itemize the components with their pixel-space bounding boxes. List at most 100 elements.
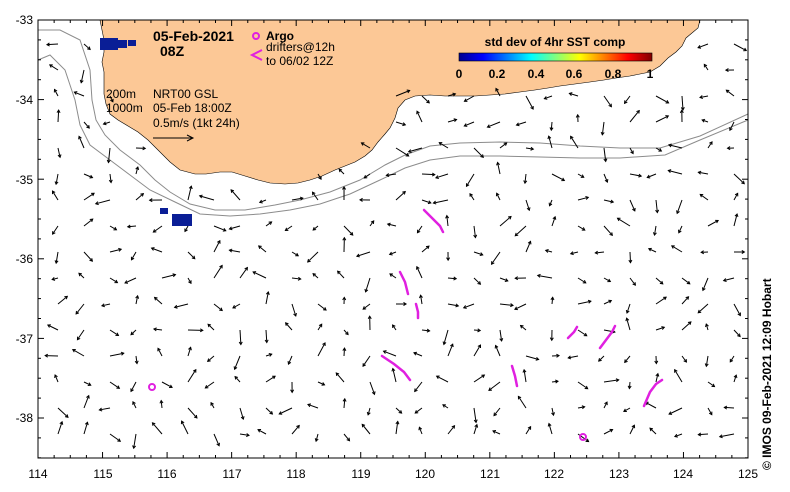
current-arrowhead [530, 146, 535, 151]
current-arrowhead [673, 433, 678, 438]
current-arrow [698, 171, 709, 175]
current-arrow [361, 142, 371, 149]
current-arrow [491, 251, 501, 265]
current-arrow [421, 173, 435, 176]
current-arrow [387, 223, 397, 227]
current-arrow [317, 173, 322, 180]
current-arrow [463, 303, 475, 309]
current-arrowhead [729, 358, 734, 363]
current-arrowhead [594, 250, 599, 255]
current-arrowhead [493, 412, 498, 417]
current-arrowhead [73, 91, 78, 95]
drifter-track [398, 270, 410, 296]
current-arrow [719, 433, 735, 438]
current-arrowhead [184, 228, 188, 233]
current-arrow [285, 322, 293, 331]
current-arrowhead [548, 202, 553, 207]
current-arrowhead [718, 434, 723, 439]
current-arrow [389, 273, 397, 279]
current-arrowhead [583, 332, 588, 337]
current-arrow [83, 43, 91, 50]
current-arrow [416, 266, 423, 279]
current-arrowhead [600, 131, 605, 136]
model-time: 05-Feb 18:00Z [153, 101, 232, 115]
current-arrow [362, 303, 371, 310]
current-arrowhead [683, 358, 688, 363]
current-arrowhead [188, 346, 192, 351]
drifter-track [642, 378, 664, 408]
current-arrow [317, 323, 323, 331]
current-arrow [315, 433, 319, 442]
current-arrowhead [290, 389, 295, 394]
current-arrow [109, 381, 120, 389]
current-arrow [598, 355, 605, 362]
drifter-track [422, 208, 445, 234]
current-arrow [257, 429, 267, 435]
current-arrowhead [658, 148, 663, 152]
current-arrow [473, 147, 484, 158]
current-arrowhead [737, 312, 741, 317]
current-arrowhead [661, 326, 666, 330]
current-arrowhead [210, 401, 214, 406]
current-arrowhead [71, 349, 76, 353]
current-arrowhead [204, 385, 209, 389]
current-arrow [495, 345, 501, 357]
x-tick: 123 [609, 467, 629, 481]
current-arrowhead [398, 410, 403, 414]
current-arrow [213, 225, 226, 232]
current-arrowhead [173, 304, 178, 309]
current-arrow [733, 193, 739, 201]
current-arrowhead [427, 200, 432, 205]
current-arrowhead [536, 273, 541, 278]
y-tick: -34 [16, 93, 34, 107]
current-arrow [551, 407, 555, 416]
current-arrowhead [269, 410, 274, 415]
current-arrow [648, 248, 657, 253]
current-arrow [83, 395, 90, 409]
current-arrowhead [414, 388, 418, 393]
current-arrowhead [431, 172, 436, 177]
current-arrowhead [142, 146, 147, 151]
current-arrow [623, 407, 631, 412]
x-tick: 122 [544, 467, 564, 481]
current-arrowhead [222, 228, 227, 232]
current-arrow [414, 407, 423, 414]
current-arrow [544, 95, 553, 100]
current-arrowhead [584, 385, 589, 390]
current-arrowhead [349, 231, 354, 236]
current-arrow [447, 119, 457, 123]
current-arrowhead [370, 220, 375, 224]
current-arrow [361, 424, 371, 435]
current-arrow [421, 245, 430, 253]
current-arrow [239, 433, 250, 436]
current-arrowhead [371, 391, 376, 396]
current-arrow [317, 303, 327, 311]
current-arrowhead [522, 368, 527, 373]
current-arrowhead [486, 124, 491, 129]
current-arrow [497, 162, 501, 175]
current-arrow [514, 225, 527, 237]
current-arrowhead [547, 135, 552, 140]
current-arrow [523, 369, 527, 383]
current-arrowhead [86, 394, 90, 399]
current-vectors [44, 42, 748, 450]
current-arrow [131, 251, 137, 261]
current-arrowhead [116, 385, 121, 389]
current-arrow [435, 173, 449, 179]
current-arrow [234, 355, 241, 370]
current-arrow [703, 64, 709, 71]
current-arrowhead [117, 438, 122, 442]
current-arrowhead [115, 332, 120, 336]
drifter-track [414, 302, 420, 320]
current-arrow [473, 344, 481, 357]
current-arrowhead [89, 258, 94, 262]
current-arrow [499, 142, 507, 149]
current-arrow [395, 407, 402, 414]
current-arrowhead [134, 360, 139, 365]
current-arrowhead [701, 287, 706, 292]
current-arrow [207, 355, 215, 362]
current-arrow [517, 396, 527, 409]
current-arrowhead [604, 401, 608, 406]
current-arrowhead [322, 307, 327, 311]
current-arrow [239, 267, 248, 279]
